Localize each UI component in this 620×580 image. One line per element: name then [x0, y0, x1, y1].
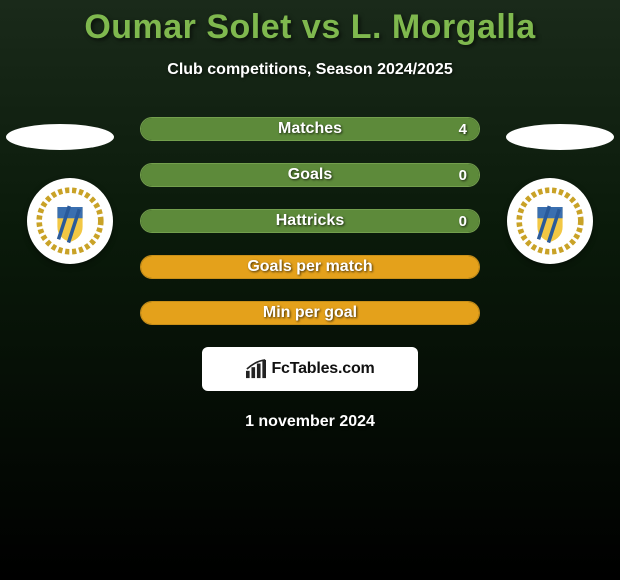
- date-text: 1 november 2024: [0, 413, 620, 431]
- player-photo-placeholder-left: [6, 124, 114, 150]
- brand-text: FcTables.com: [271, 360, 374, 378]
- stat-row: Min per goal: [140, 301, 480, 325]
- stat-label: Goals per match: [247, 258, 372, 276]
- stat-label: Matches: [278, 120, 342, 138]
- brand-box[interactable]: FcTables.com: [202, 347, 418, 391]
- stat-row: Goals per match: [140, 255, 480, 279]
- page-title: Oumar Solet vs L. Morgalla: [0, 0, 620, 47]
- stat-label: Hattricks: [276, 212, 344, 230]
- stat-row: Goals 0: [140, 163, 480, 187]
- stat-value-right: 0: [459, 167, 467, 184]
- stat-label: Goals: [288, 166, 332, 184]
- stat-value-right: 0: [459, 213, 467, 230]
- crest-icon: [515, 186, 585, 256]
- stat-row: Hattricks 0: [140, 209, 480, 233]
- player-photo-placeholder-right: [506, 124, 614, 150]
- brand-bars-icon: [245, 359, 267, 379]
- club-crest-left: [27, 178, 113, 264]
- crest-icon: [35, 186, 105, 256]
- club-crest-right: [507, 178, 593, 264]
- stat-row: Matches 4: [140, 117, 480, 141]
- subtitle: Club competitions, Season 2024/2025: [0, 61, 620, 79]
- stat-label: Min per goal: [263, 304, 357, 322]
- stat-value-right: 4: [459, 121, 467, 138]
